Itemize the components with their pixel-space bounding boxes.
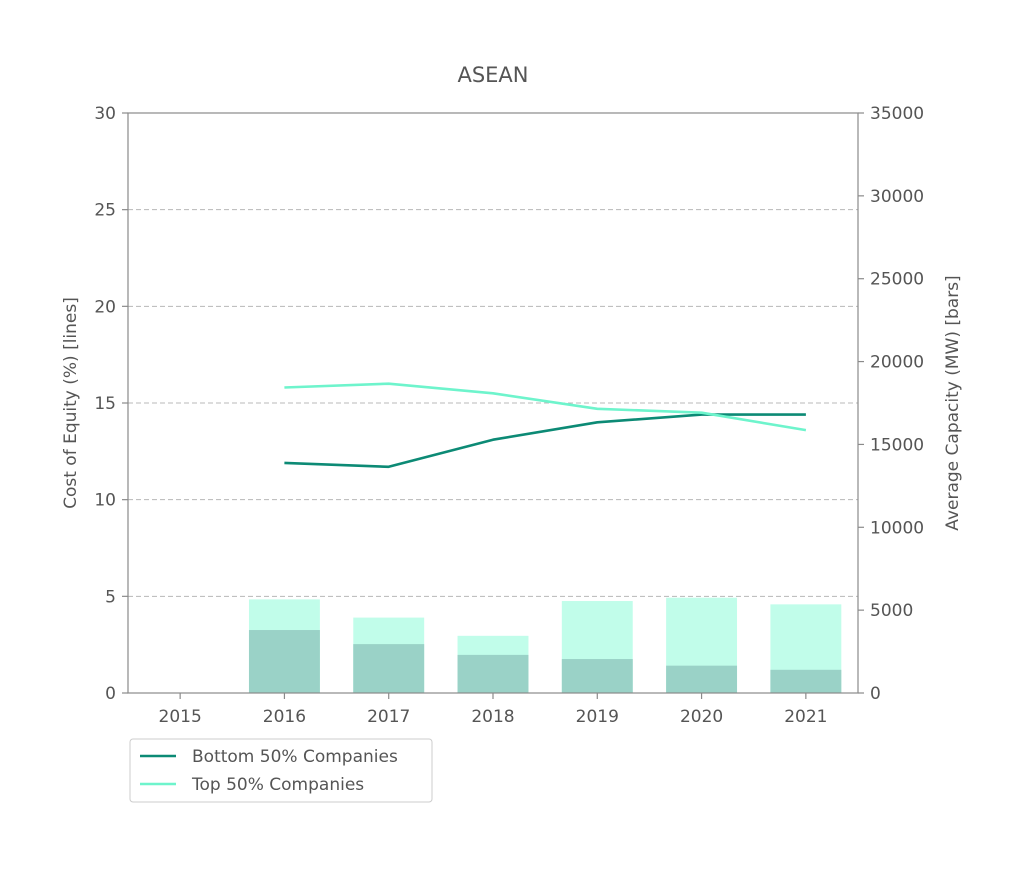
x-axis-ticks: 2015 2016 2017 2018 2019 2020 2021 — [159, 693, 827, 727]
right-y-axis-label: Average Capacity (MW) [bars] — [943, 275, 963, 530]
bar-bottom-2019 — [561, 659, 633, 693]
left-y-axis-ticks: 0 5 10 15 20 25 30 — [94, 104, 128, 704]
right-tick-label: 30000 — [870, 187, 924, 207]
right-tick-label: 20000 — [870, 353, 924, 373]
left-y-axis-label: Cost of Equity (%) [lines] — [61, 297, 81, 509]
left-tick-label: 30 — [94, 104, 116, 124]
bar-bottom-2017 — [353, 644, 425, 693]
bar-bottom-2021 — [770, 669, 842, 693]
right-tick-label: 0 — [870, 684, 881, 704]
x-tick-label: 2021 — [784, 707, 827, 727]
bar-bottom-2020 — [666, 665, 738, 693]
right-tick-label: 5000 — [870, 601, 913, 621]
legend-label-bottom: Bottom 50% Companies — [192, 747, 398, 767]
right-tick-label: 35000 — [870, 104, 924, 124]
left-tick-label: 25 — [94, 201, 116, 221]
x-tick-label: 2019 — [576, 707, 619, 727]
left-tick-label: 5 — [105, 587, 116, 607]
bar-bottom-2016 — [248, 630, 320, 693]
x-tick-label: 2017 — [367, 707, 410, 727]
right-tick-label: 15000 — [870, 435, 924, 455]
x-tick-label: 2015 — [159, 707, 202, 727]
x-tick-label: 2018 — [471, 707, 514, 727]
legend: Bottom 50% Companies Top 50% Companies — [129, 738, 433, 803]
series-lines — [284, 382, 807, 469]
right-tick-label: 25000 — [870, 270, 924, 290]
right-y-axis-ticks: 0 5000 10000 15000 20000 25000 30000 35000 — [858, 104, 924, 704]
series-line-top — [284, 382, 807, 432]
x-tick-label: 2020 — [680, 707, 723, 727]
grid-lines — [128, 209, 858, 597]
bar-bottom-2018 — [457, 654, 529, 693]
left-tick-label: 20 — [94, 297, 116, 317]
left-tick-label: 10 — [94, 491, 116, 511]
bars — [248, 597, 842, 693]
x-tick-label: 2016 — [263, 707, 306, 727]
legend-label-top: Top 50% Companies — [191, 775, 364, 795]
right-tick-label: 10000 — [870, 518, 924, 538]
left-tick-label: 15 — [94, 394, 116, 414]
series-line-bottom — [284, 413, 806, 469]
legend-box — [129, 738, 433, 803]
left-tick-label: 0 — [105, 684, 116, 704]
chart-title: ASEAN — [457, 63, 528, 87]
